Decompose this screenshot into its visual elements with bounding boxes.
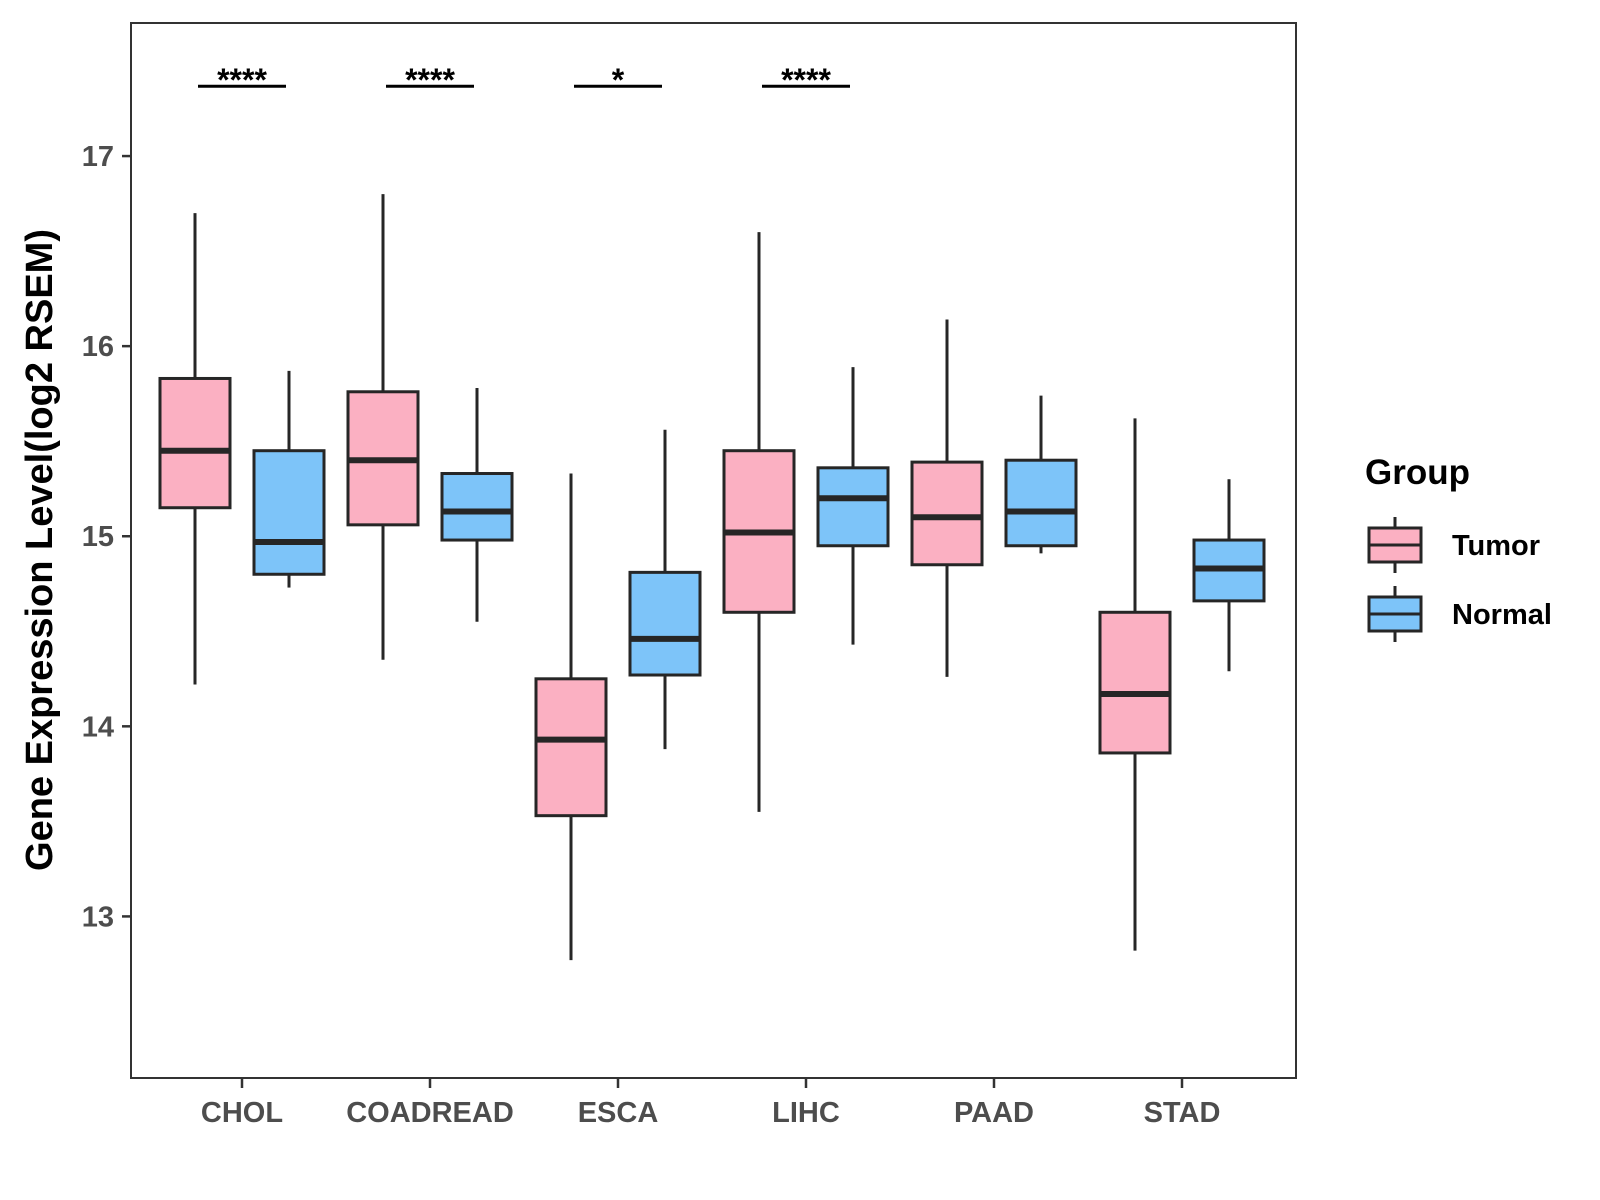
box-tumor-esca: [534, 473, 608, 961]
iqr-box: [816, 466, 890, 548]
box-normal-esca: [628, 429, 702, 750]
legend-item-tumor: Tumor: [1367, 517, 1540, 573]
box-normal-chol: [252, 370, 326, 588]
legend-item-normal: Normal: [1367, 586, 1552, 642]
box-tumor-stad: [1098, 418, 1172, 951]
legend-title: Group: [1365, 453, 1470, 492]
y-tick-label: 13: [82, 901, 114, 933]
y-tick-label: 14: [82, 711, 114, 743]
y-tick-label: 17: [82, 141, 114, 173]
iqr-box: [534, 677, 608, 818]
significance-label: ****: [405, 62, 455, 98]
x-tick-label: ESCA: [578, 1097, 659, 1129]
box-normal-coadread: [440, 387, 514, 622]
significance-layer: **** **** * ****: [198, 62, 850, 98]
box-tumor-chol: [158, 213, 232, 685]
x-tick-label: CHOL: [201, 1097, 283, 1129]
significance-label: *: [612, 62, 625, 98]
box-normal-paad: [1004, 395, 1078, 554]
iqr-box: [252, 449, 326, 576]
x-tick-label: STAD: [1144, 1097, 1221, 1129]
box-normal-lihc: [816, 367, 890, 645]
x-tick-label: LIHC: [772, 1097, 840, 1129]
box-normal-stad: [1192, 479, 1266, 672]
box-tumor-paad: [910, 319, 984, 677]
iqr-box: [628, 570, 702, 677]
box-layer: [158, 194, 1266, 961]
significance-label: ****: [781, 62, 831, 98]
box-tumor-lihc: [722, 232, 796, 812]
y-axis: 13 14 15 16 17: [82, 141, 131, 933]
legend-label: Normal: [1452, 599, 1552, 631]
x-tick-label: COADREAD: [346, 1097, 514, 1129]
iqr-box: [910, 460, 984, 567]
iqr-box: [158, 376, 232, 510]
legend-label: Tumor: [1452, 530, 1540, 562]
iqr-box: [1098, 610, 1172, 755]
iqr-box: [440, 472, 514, 542]
y-tick-label: 15: [82, 521, 114, 553]
significance-label: ****: [217, 62, 267, 98]
y-tick-label: 16: [82, 331, 114, 363]
iqr-box: [1004, 458, 1078, 548]
x-tick-label: PAAD: [954, 1097, 1034, 1129]
x-axis: CHOL COADREAD ESCA LIHC PAAD STAD: [201, 1078, 1220, 1129]
y-axis-title: Gene Expression Level(log2 RSEM): [19, 229, 61, 871]
legend: Group Tumor Normal: [1365, 453, 1552, 642]
box-tumor-coadread: [346, 194, 420, 660]
